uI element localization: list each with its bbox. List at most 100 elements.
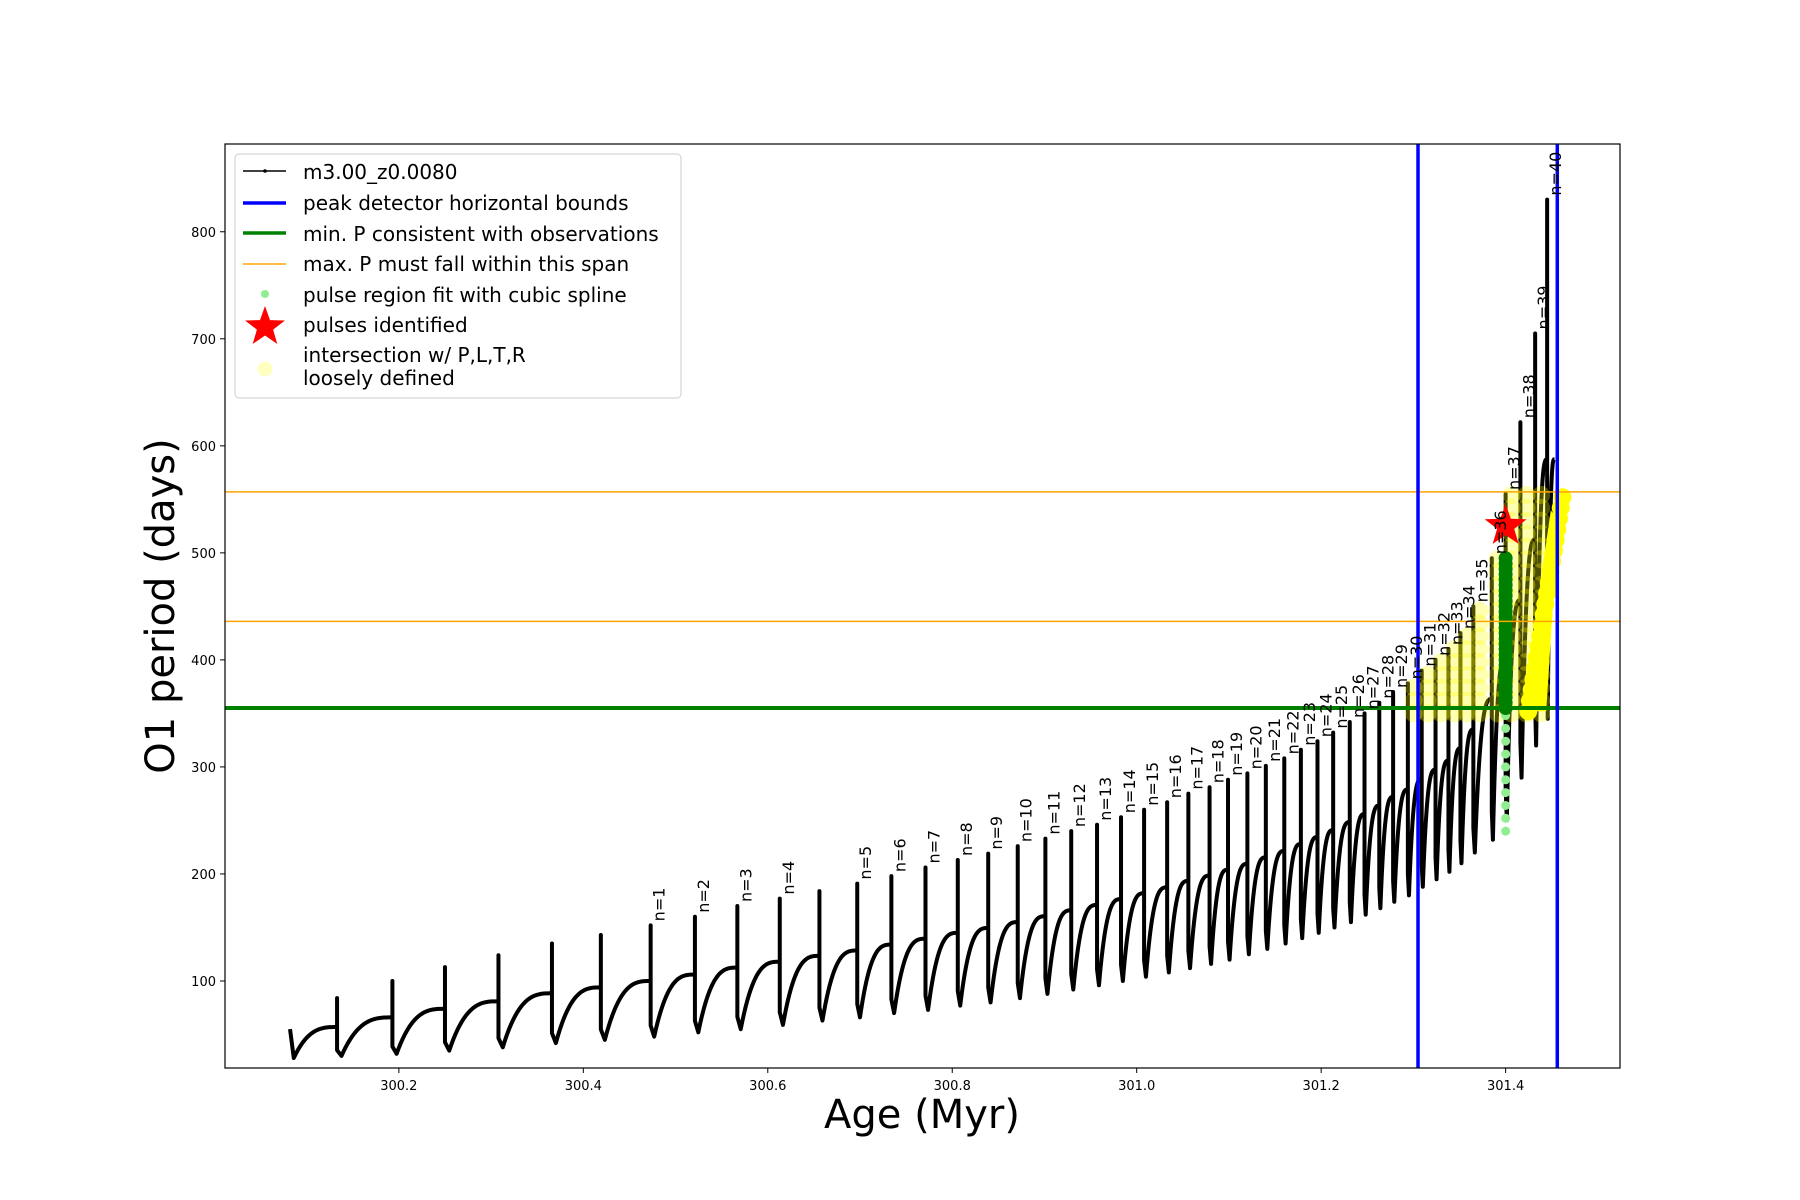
pulse-label: n=2 [694,879,713,913]
y-axis: 100 200 300 400 500 600 700 800 [191,226,225,990]
spline-point [1501,788,1511,798]
legend-label-minp: min. P consistent with observations [303,222,659,246]
pulse-segment [1069,829,1099,992]
legend-box [234,153,682,399]
pulse-segment [1377,700,1395,911]
y-tick-label: 700 [191,333,216,348]
intersection-point [1517,511,1536,530]
pulse-segment [288,1025,338,1061]
pulse-segment [1518,420,1537,780]
intersection-point [1432,653,1451,672]
pulse-segment [390,978,445,1056]
x-axis: 300.2 300.4 300.6 300.8 301.0 301.2 301.4 [380,1068,1524,1094]
intersection-point [1502,486,1521,505]
pulse-segment [855,881,893,1020]
pulse-label: n=18 [1209,739,1228,783]
spline-point [1501,800,1511,810]
intersection-point [1432,678,1451,697]
axes-frame [224,143,1621,1069]
x-tick-label: 300.4 [565,1079,602,1094]
pulse-segment [1433,657,1450,882]
spline-point [1501,749,1511,759]
pulse-label: n=10 [1017,798,1036,842]
legend-label-pulses: pulses identified [303,313,468,337]
pulse-identified-star [1484,504,1527,544]
pulse-label: n=39 [1534,286,1553,330]
legend: m3.00_z0.0080 peak detector horizontal b… [234,153,682,399]
intersection-point [1418,678,1437,697]
pulse-segment [1186,791,1211,971]
x-tick-label: 301.0 [1118,1079,1155,1094]
pulse-label: n=29 [1392,644,1411,688]
intersection-point [1517,563,1536,582]
intersection-point [1445,665,1464,684]
legend-star-icon [245,306,285,344]
intersection-point [1445,640,1464,659]
y-tick-label: 300 [191,761,216,776]
pulse-segment [1331,730,1352,930]
x-tick-label: 301.4 [1487,1079,1524,1094]
pulse-label: n=8 [957,822,976,856]
pulse-label: n=6 [890,838,909,872]
intersection-point [1457,627,1476,646]
spline-point [1501,775,1511,785]
intersection-point [1532,511,1551,530]
legend-intersection-marker [257,361,273,377]
legend-label-bounds: peak detector horizontal bounds [303,191,629,215]
y-axis-label: O1 period (days) [138,438,184,773]
pulse-label: n=27 [1364,665,1383,709]
pulse-segment [817,889,858,1023]
intersection-point [1432,665,1451,684]
intersection-point [1457,665,1476,684]
intersection-point [1532,524,1551,543]
pulse-label: n=31 [1421,623,1440,667]
pulse-label: n=15 [1143,762,1162,806]
intersection-point [1445,653,1464,672]
intersection-point [1517,588,1536,607]
spline-point [1501,736,1511,746]
x-tick-label: 300.8 [934,1079,971,1094]
spline-point [1501,723,1511,733]
intersection-point [1517,627,1536,646]
pulse-label: n=34 [1459,585,1478,629]
y-tick-label: 200 [191,868,216,883]
pulse-segment [777,896,820,1027]
legend-label-intersection: intersection w/ P,L,T,R [303,343,526,367]
intersection-point [1517,601,1536,620]
pulse-segment [1315,739,1335,935]
intersection-point [1470,627,1489,646]
pulse-label: n=1 [650,888,669,922]
pulse-segment [1142,807,1169,979]
pulse-segment [1419,668,1438,889]
intersection-point [1517,537,1536,556]
x-tick-label: 300.2 [380,1079,417,1094]
legend-series-marker [263,169,267,173]
intersection-point [1517,498,1536,517]
intersection-point [1532,486,1551,505]
pulse-label: n=23 [1300,702,1319,746]
intersection-point [1445,678,1464,697]
spline-point [1501,813,1511,823]
y-tick-label: 400 [191,654,216,669]
pulse-label: n=35 [1472,558,1491,602]
pulse-segment [1458,631,1475,866]
intersection-point [1517,524,1536,543]
pulse-segment [1282,756,1303,946]
pulse-label: n=24 [1316,693,1335,737]
pulse-segment [955,858,990,1008]
intersection-point [1470,665,1489,684]
intersection-point [1470,640,1489,659]
pulse-segment [1471,604,1494,855]
pulse-label: n=16 [1166,754,1185,798]
pulse-label: n=14 [1120,769,1139,813]
spline-point [1501,762,1511,772]
pulse-segment [1347,719,1366,925]
pulse-label: n=19 [1227,732,1246,776]
pulse-segment [1015,844,1047,1001]
pulse-segment [1446,647,1462,874]
pulse-label: n=4 [779,861,798,895]
pulse-label: n=13 [1096,777,1115,821]
pulse-segment [692,914,738,1035]
intersection-point [1432,691,1451,710]
